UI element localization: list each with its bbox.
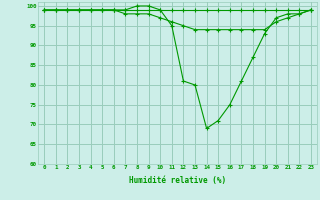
X-axis label: Humidité relative (%): Humidité relative (%) xyxy=(129,176,226,185)
